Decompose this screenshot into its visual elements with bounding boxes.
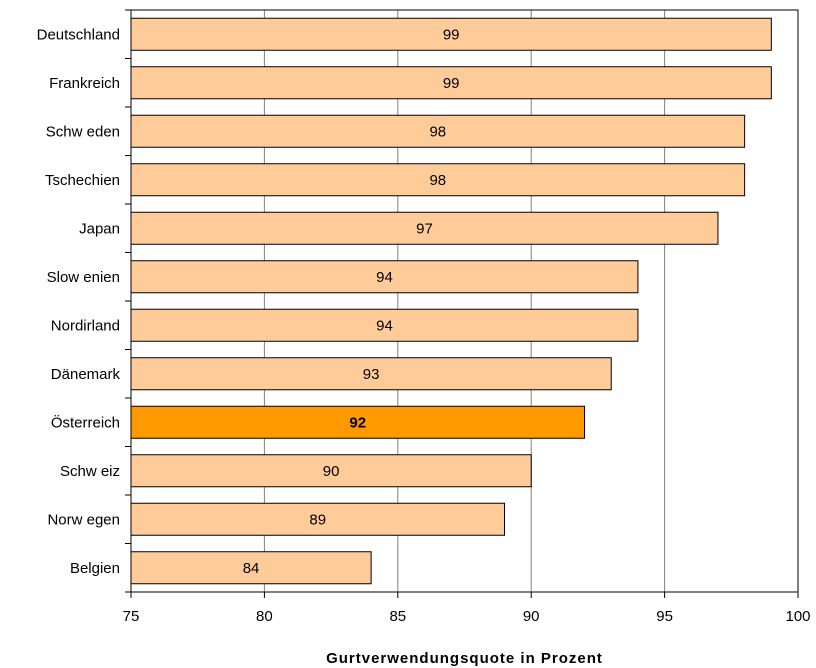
bars	[130, 17, 772, 585]
x-tick-labels: 75 80 85 90 95 100	[123, 608, 811, 625]
x-tick-label: 75	[123, 608, 140, 625]
bar-value-label: 99	[443, 26, 460, 43]
category-labels: Deutschland Frankreich Schw eden Tschechien…	[37, 26, 121, 577]
x-tick-label: 95	[656, 608, 673, 625]
category-label: Nordirland	[51, 317, 120, 334]
category-label: Norw egen	[47, 511, 120, 528]
bar-value-label: 94	[376, 269, 393, 286]
category-label: Belgien	[70, 560, 120, 577]
category-label: Deutschland	[37, 26, 120, 43]
bar	[130, 308, 639, 342]
category-label: Slow enien	[47, 269, 120, 286]
bar	[130, 114, 746, 148]
bar-value-label: 89	[309, 511, 326, 528]
category-label: Frankreich	[49, 75, 120, 92]
bar	[130, 454, 532, 488]
category-label: Dänemark	[51, 366, 121, 383]
y-axis-ticks	[125, 9, 131, 593]
category-label: Schw eiz	[60, 463, 120, 480]
bar-value-label: 99	[443, 75, 460, 92]
x-tick-label: 85	[389, 608, 406, 625]
x-tick-label: 100	[785, 608, 810, 625]
bar	[130, 66, 772, 100]
category-label: Österreich	[51, 413, 120, 431]
bar-value-label: 84	[243, 560, 260, 577]
bar-value-label: 93	[363, 366, 380, 383]
bar-value-label: 94	[376, 317, 393, 334]
bar-value-label: 98	[429, 172, 446, 189]
x-axis-ticks	[130, 592, 799, 598]
bar	[130, 17, 772, 51]
bar-value-label: 97	[416, 220, 433, 237]
category-label: Schw eden	[46, 123, 120, 140]
bar	[130, 551, 372, 585]
bar	[130, 405, 586, 439]
bar-labels: 99 99 98 98 97 94 94 93 92 90 89 84	[243, 26, 460, 577]
bar	[130, 357, 612, 391]
x-axis-title: Gurtverwendungsquote in Prozent	[326, 650, 603, 667]
bar-value-label: 90	[323, 463, 340, 480]
x-tick-label: 80	[256, 608, 273, 625]
category-label: Japan	[79, 220, 120, 237]
gridlines	[263, 10, 666, 592]
bar-value-label: 92	[349, 414, 366, 431]
category-label: Tschechien	[45, 172, 120, 189]
x-tick-label: 90	[523, 608, 540, 625]
bar-value-label: 98	[429, 123, 446, 140]
